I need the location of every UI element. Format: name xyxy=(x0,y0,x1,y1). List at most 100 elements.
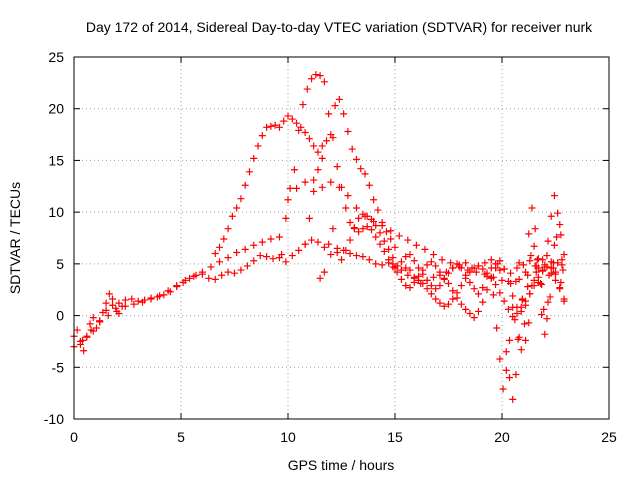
data-point xyxy=(76,341,84,349)
data-point xyxy=(320,243,328,251)
data-point xyxy=(531,262,539,270)
data-point xyxy=(453,294,461,302)
data-point xyxy=(502,366,510,374)
data-point xyxy=(525,230,533,238)
data-point xyxy=(258,238,266,246)
data-point xyxy=(109,295,117,303)
data-point xyxy=(301,240,309,248)
data-point xyxy=(288,115,296,123)
data-point xyxy=(557,231,565,239)
data-point xyxy=(275,233,283,241)
data-point xyxy=(513,264,521,272)
data-point xyxy=(544,237,552,245)
data-point xyxy=(338,256,345,264)
data-point xyxy=(83,333,91,341)
data-point xyxy=(402,282,410,290)
data-point xyxy=(320,78,328,86)
data-point xyxy=(342,204,350,212)
data-point xyxy=(539,267,547,275)
data-point xyxy=(447,259,455,267)
data-point xyxy=(470,314,478,322)
data-point xyxy=(406,266,414,274)
data-point xyxy=(509,303,517,311)
data-point xyxy=(250,154,258,162)
data-point xyxy=(395,232,403,240)
data-point xyxy=(519,261,527,269)
data-point xyxy=(389,260,397,268)
data-point xyxy=(333,163,341,171)
data-point xyxy=(164,287,172,295)
data-point xyxy=(365,181,373,189)
data-point xyxy=(432,262,440,270)
data-point xyxy=(224,254,232,262)
data-point xyxy=(318,154,326,162)
data-point xyxy=(121,296,129,304)
series-track-2 xyxy=(70,176,566,351)
data-point xyxy=(513,310,521,318)
data-point xyxy=(263,253,271,261)
data-point xyxy=(224,268,232,276)
data-point xyxy=(457,300,465,308)
data-point xyxy=(314,166,322,174)
data-point xyxy=(245,168,253,176)
data-point xyxy=(218,271,226,279)
data-point xyxy=(537,280,545,288)
data-point xyxy=(457,264,465,272)
data-point xyxy=(466,310,474,318)
data-point xyxy=(541,330,549,338)
data-point xyxy=(310,187,318,195)
data-point xyxy=(87,326,95,334)
data-point xyxy=(515,259,523,267)
data-point xyxy=(380,237,388,245)
x-axis-label: GPS time / hours xyxy=(288,457,395,473)
data-point xyxy=(115,310,123,318)
data-point xyxy=(423,285,431,293)
data-point xyxy=(284,196,292,204)
data-point xyxy=(533,256,541,264)
data-point xyxy=(299,101,307,109)
data-point xyxy=(346,236,354,244)
data-point xyxy=(365,256,373,264)
data-point xyxy=(275,123,283,131)
data-point xyxy=(335,95,343,103)
data-point xyxy=(267,122,275,130)
data-point xyxy=(89,314,97,322)
data-point xyxy=(557,278,565,286)
y-tick-label: 0 xyxy=(56,308,64,324)
data-point xyxy=(305,214,313,222)
data-point xyxy=(517,307,525,315)
data-point xyxy=(505,336,513,344)
x-tick-label: 25 xyxy=(601,429,617,445)
data-point xyxy=(483,286,491,294)
data-point xyxy=(228,212,236,220)
data-point xyxy=(552,276,559,284)
data-point xyxy=(374,206,382,214)
data-point xyxy=(376,229,384,237)
data-point xyxy=(314,238,322,246)
data-point xyxy=(269,255,277,263)
data-point xyxy=(205,274,213,282)
data-point xyxy=(367,215,375,223)
data-point xyxy=(295,126,303,134)
data-point xyxy=(376,240,384,248)
data-point xyxy=(134,297,142,305)
data-point xyxy=(453,260,461,268)
data-point xyxy=(352,252,360,260)
data-point xyxy=(112,304,120,312)
data-point xyxy=(500,297,508,305)
data-point xyxy=(118,302,126,310)
data-point xyxy=(160,291,168,299)
data-point xyxy=(156,292,164,300)
data-point xyxy=(342,246,350,254)
data-point xyxy=(237,195,245,203)
data-point xyxy=(320,268,328,276)
data-point xyxy=(293,119,301,127)
data-point xyxy=(445,280,452,288)
data-point xyxy=(316,274,324,282)
data-point xyxy=(295,246,303,254)
data-point xyxy=(372,222,380,230)
data-point xyxy=(518,296,526,304)
data-point xyxy=(73,326,81,334)
data-point xyxy=(540,305,548,313)
data-point xyxy=(430,273,438,281)
